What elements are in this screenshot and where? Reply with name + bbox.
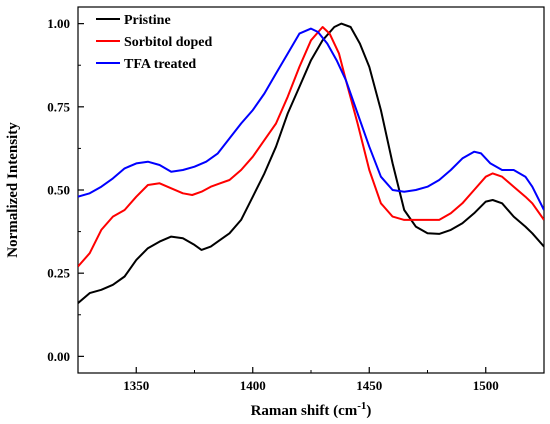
x-tick-label: 1400 [240,378,266,393]
legend-label: Pristine [124,13,171,28]
y-tick-label: 0.00 [47,349,70,364]
y-tick-label: 0.50 [47,183,70,198]
x-tick-label: 1350 [123,378,149,393]
x-axis-ticks: 1350 1400 1450 1500 [77,367,545,393]
plot-area: 1350 1400 1450 1500 0.00 0.25 0.50 0.75 1.00 [47,6,545,393]
y-axis-label: Normalized Intensity [5,122,21,258]
y-tick-label: 0.75 [47,99,70,114]
series-line-tfa-treated [78,27,544,211]
x-tick-label: 1500 [473,378,499,393]
x-axis-label: Raman shift (cm-1) [251,400,372,419]
legend: Pristine Sorbitol doped TFA treated [96,13,213,72]
legend-label: TFA treated [124,57,196,72]
x-axis-label-close: ) [366,403,371,419]
x-axis-label-superscript: -1 [357,400,366,412]
y-tick-label: 1.00 [47,16,70,31]
x-tick-label: 1450 [356,378,382,393]
x-axis-label-main: Raman shift (cm [251,403,358,419]
series-layer [78,22,544,304]
series-line-pristine [78,22,544,304]
series-line-sorbitol-doped [78,26,544,268]
y-tick-label: 0.25 [47,266,70,281]
y-axis-ticks: 0.00 0.25 0.50 0.75 1.00 [47,16,84,364]
legend-label: Sorbitol doped [124,35,213,50]
